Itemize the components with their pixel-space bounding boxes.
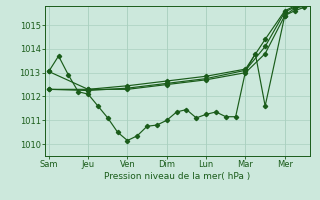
X-axis label: Pression niveau de la mer( hPa ): Pression niveau de la mer( hPa )	[104, 172, 251, 181]
